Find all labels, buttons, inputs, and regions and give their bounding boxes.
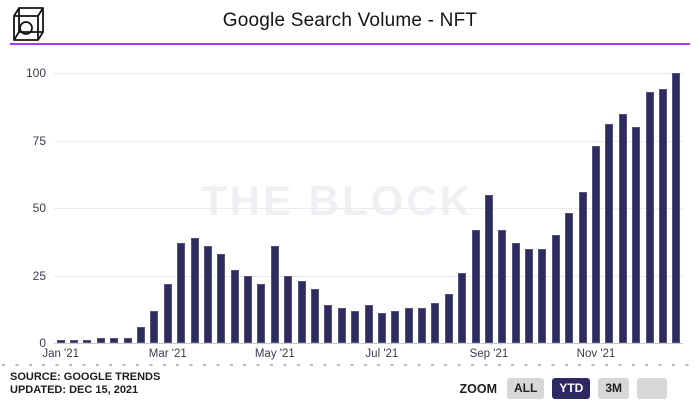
bar-week-47-value-100[interactable] — [672, 73, 681, 343]
bar-week-33-value-55[interactable] — [484, 194, 493, 343]
source-attribution: SOURCE: GOOGLE TRENDS UPDATED: DEC 15, 2… — [10, 371, 160, 397]
x-axis-line — [54, 343, 683, 344]
bar-week-46-value-94[interactable] — [658, 89, 667, 343]
bar-week-28-value-13[interactable] — [418, 307, 427, 343]
y-tick-label-25: 25 — [32, 268, 46, 283]
bar-week-35-value-37[interactable] — [511, 243, 520, 343]
gridline-75 — [54, 140, 683, 142]
bar-week-29-value-15[interactable] — [431, 302, 440, 343]
bar-week-21-value-14[interactable] — [324, 305, 333, 343]
bar-week-42-value-81[interactable] — [605, 124, 614, 343]
bar-week-1-value-1[interactable] — [56, 340, 65, 343]
bar-week-18-value-25[interactable] — [284, 275, 293, 343]
bar-week-37-value-35[interactable] — [538, 248, 547, 343]
zoom-controls: ZOOM ALL YTD 3M — [459, 378, 667, 399]
cube-front-face — [13, 15, 39, 41]
x-tick-label-may-21: May '21 — [254, 348, 295, 360]
bar-week-7-value-6[interactable] — [136, 326, 145, 343]
bar-week-31-value-26[interactable] — [458, 272, 467, 343]
zoom-button-3m[interactable]: 3M — [598, 378, 629, 399]
bar-week-3-value-1[interactable] — [83, 340, 92, 343]
bar-chart-plot-area — [54, 73, 683, 344]
bar-week-11-value-39[interactable] — [190, 237, 199, 343]
bar-week-12-value-36[interactable] — [203, 245, 212, 343]
bar-week-9-value-22[interactable] — [163, 283, 172, 343]
x-axis-minor-ticks — [2, 364, 698, 366]
bar-week-19-value-23[interactable] — [297, 280, 306, 343]
y-tick-label-50: 50 — [32, 201, 46, 215]
bar-week-4-value-2[interactable] — [96, 337, 105, 343]
bar-week-41-value-73[interactable] — [592, 145, 600, 343]
x-tick-label-nov-21: Nov '21 — [576, 348, 616, 360]
x-tick-label-jan-21: Jan '21 — [42, 348, 80, 360]
x-tick-label-jul-21: Jul '21 — [365, 348, 399, 360]
zoom-button-blank[interactable] — [637, 378, 667, 399]
bar-week-24-value-14[interactable] — [364, 305, 373, 343]
bar-week-6-value-2[interactable] — [123, 337, 132, 343]
zoom-button-all[interactable]: ALL — [507, 378, 545, 399]
purple-divider — [10, 43, 690, 45]
the-block-logo — [13, 7, 44, 41]
bar-week-38-value-40[interactable] — [551, 235, 560, 343]
gridline-25 — [54, 275, 683, 277]
bar-week-2-value-1[interactable] — [70, 340, 79, 343]
bar-week-45-value-93[interactable] — [645, 91, 654, 343]
gridline-50 — [54, 208, 683, 209]
x-tick-label-sep-21: Sep '21 — [469, 348, 509, 360]
x-tick-label-mar-21: Mar '21 — [148, 348, 187, 360]
bar-week-13-value-33[interactable] — [217, 253, 226, 343]
y-tick-label-100: 100 — [25, 66, 46, 80]
gridline-100 — [54, 73, 683, 74]
x-axis-labels: Jan '21 Mar '21 May '21 Jul '21 Sep '21 Nov '… — [42, 348, 683, 364]
bar-week-5-value-2[interactable] — [110, 337, 119, 343]
y-tick-label-75: 75 — [32, 133, 46, 148]
bar-week-44-value-80[interactable] — [632, 127, 641, 343]
bar-week-36-value-35[interactable] — [525, 248, 534, 343]
lens-circle — [19, 21, 33, 35]
bar-week-10-value-37[interactable] — [177, 243, 186, 343]
bar-week-27-value-13[interactable] — [404, 307, 413, 343]
bar-week-26-value-12[interactable] — [391, 310, 400, 343]
bar-week-25-value-11[interactable] — [377, 313, 386, 343]
zoom-button-ytd[interactable]: YTD — [552, 378, 591, 399]
updated-line: UPDATED: DEC 15, 2021 — [10, 384, 139, 396]
bar-week-20-value-20[interactable] — [310, 289, 319, 343]
zoom-label: ZOOM — [459, 381, 498, 396]
bar-week-16-value-22[interactable] — [257, 283, 266, 343]
bar-week-40-value-56[interactable] — [578, 191, 587, 343]
bar-week-39-value-48[interactable] — [565, 213, 574, 343]
bar-week-15-value-25[interactable] — [244, 275, 253, 343]
bar-week-22-value-13[interactable] — [337, 307, 346, 343]
bar-week-17-value-36[interactable] — [270, 245, 279, 343]
chart-title: Google Search Volume - NFT — [222, 10, 478, 31]
y-tick-label-0: 0 — [39, 336, 46, 350]
bar-week-8-value-12[interactable] — [150, 310, 159, 343]
bar-week-23-value-12[interactable] — [351, 310, 360, 343]
bar-week-32-value-42[interactable] — [471, 229, 480, 343]
the-block-watermark: THE BLOCK — [201, 177, 473, 224]
source-line: SOURCE: GOOGLE TRENDS — [10, 371, 161, 383]
y-axis-labels: 100 75 50 25 0 — [0, 0, 46, 409]
bar-week-34-value-42[interactable] — [498, 229, 507, 343]
bar-week-14-value-27[interactable] — [230, 270, 239, 343]
bar-week-43-value-85[interactable] — [618, 113, 627, 343]
bar-week-30-value-18[interactable] — [444, 294, 453, 343]
